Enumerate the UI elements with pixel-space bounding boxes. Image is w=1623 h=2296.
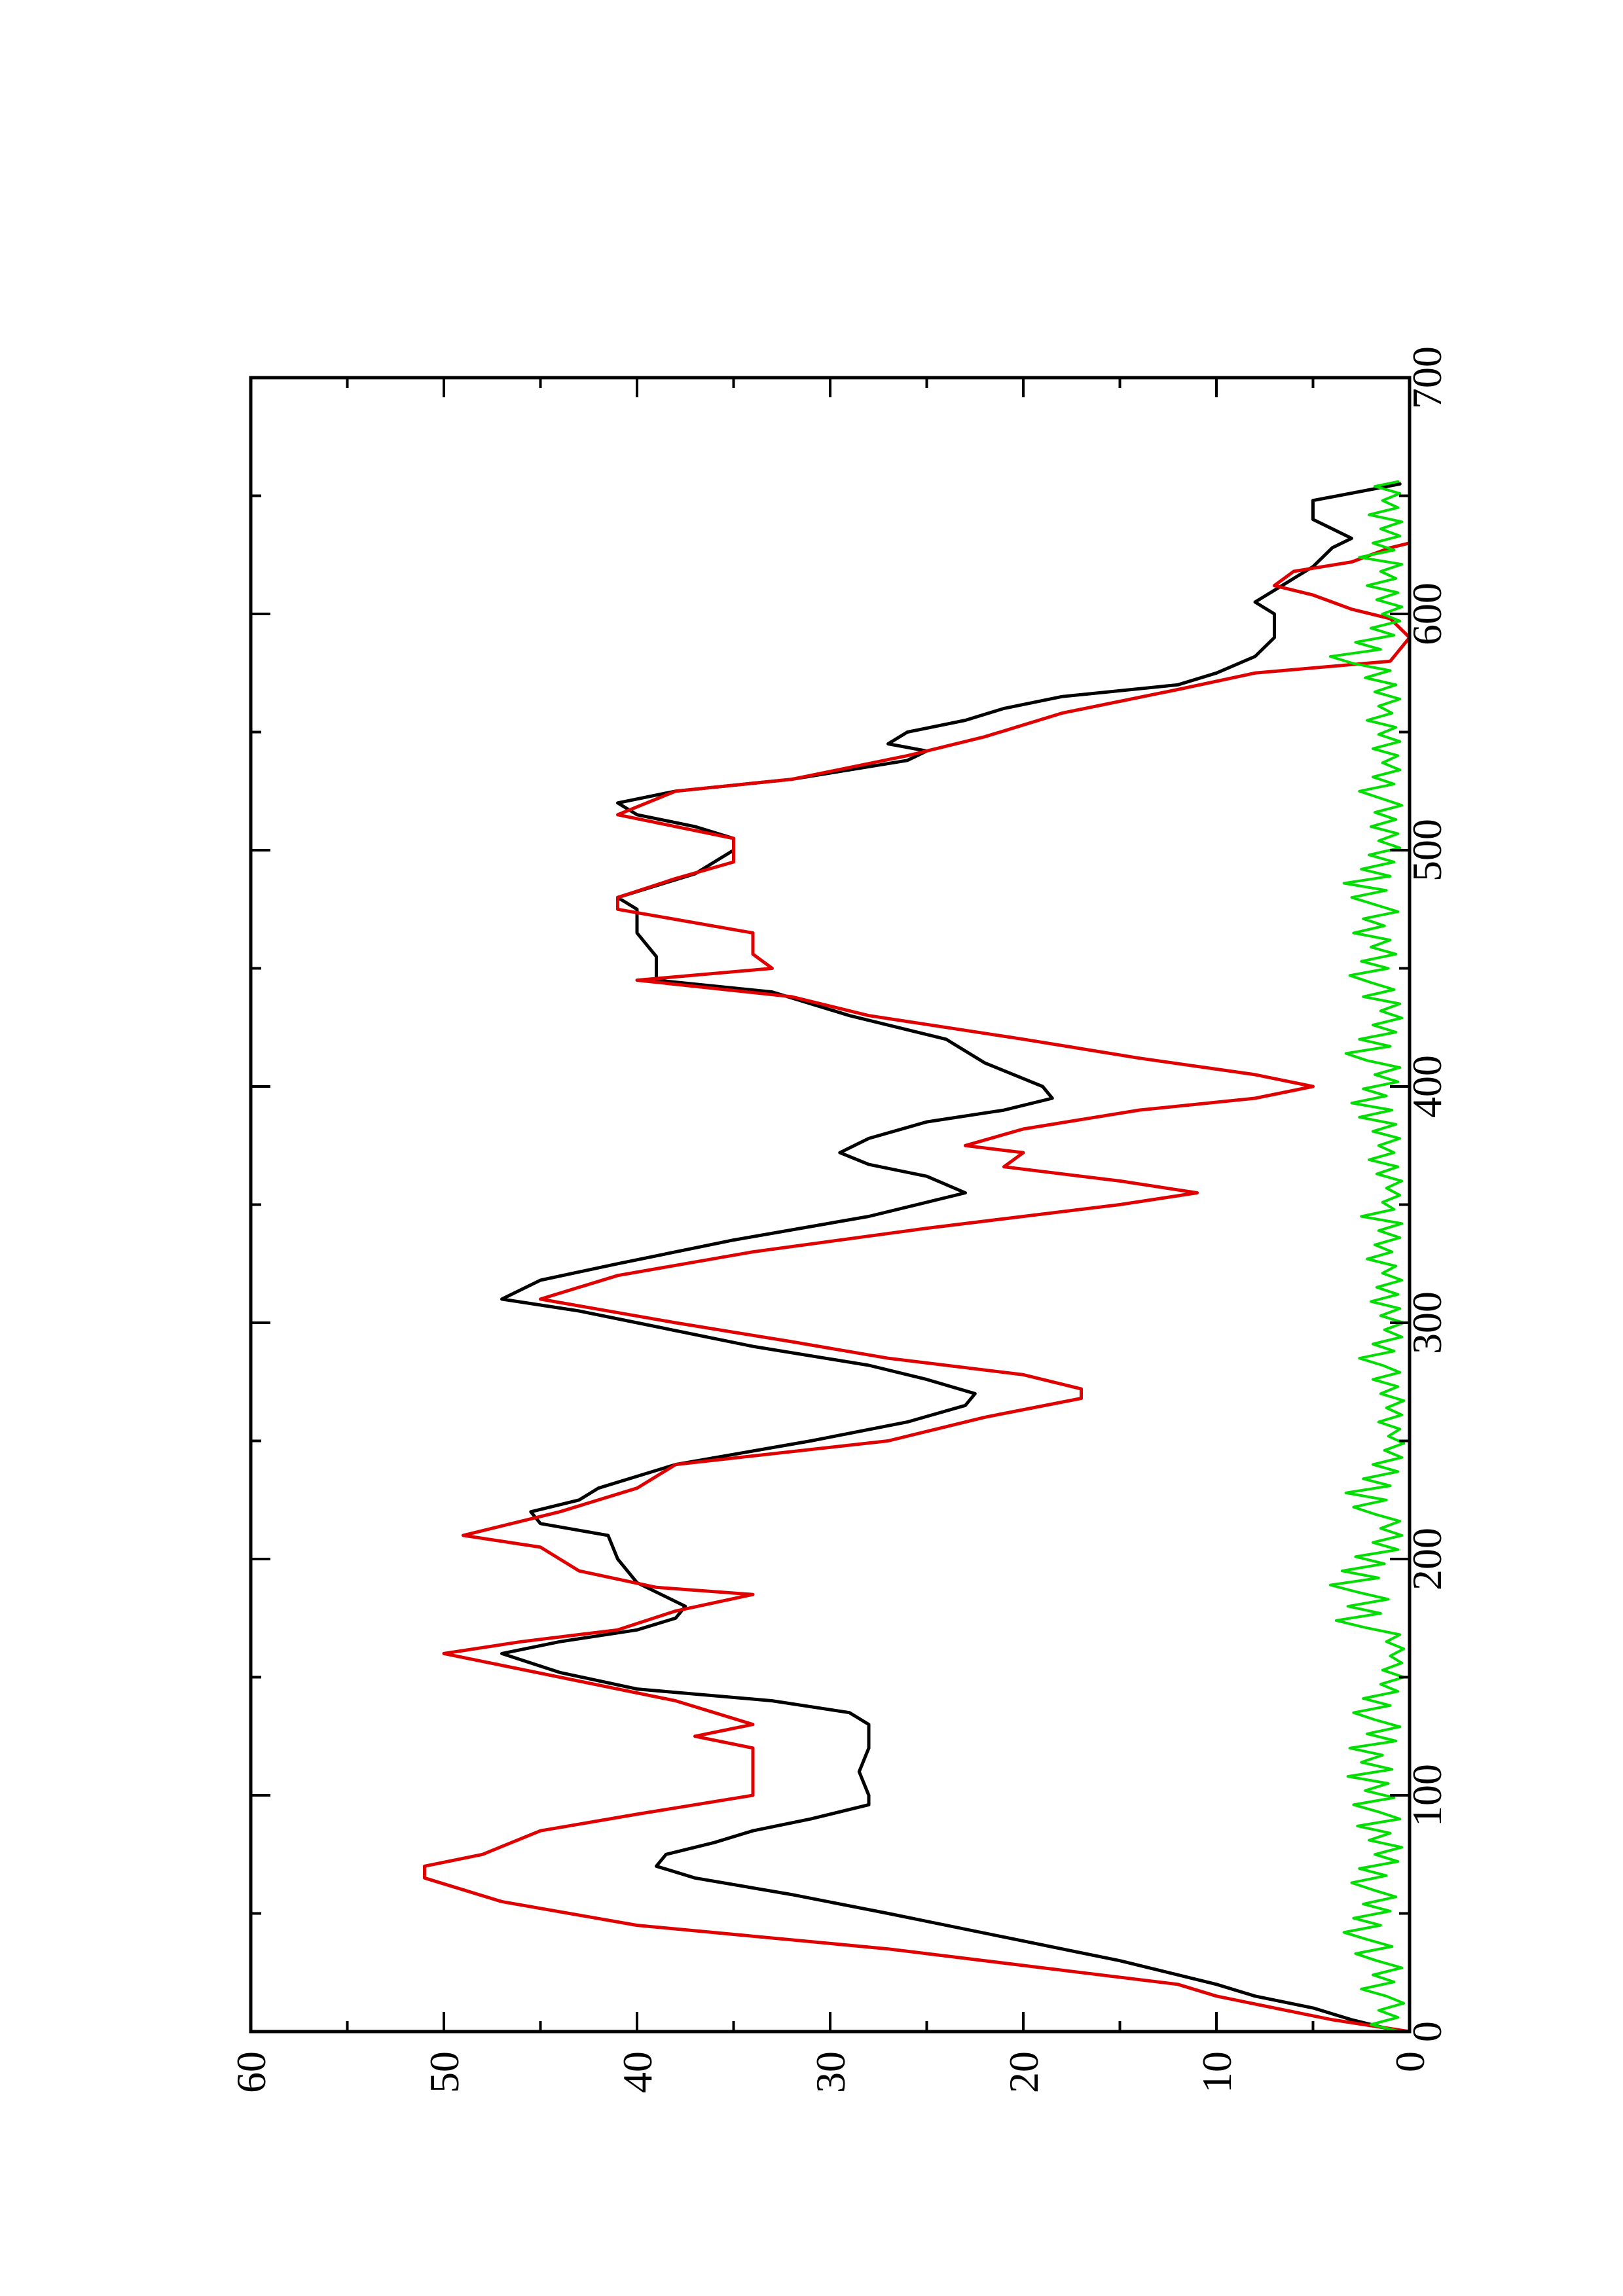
ticks-layer (249, 376, 1411, 2033)
y-tick-label: 60 (228, 2051, 274, 2093)
labels-layer: 0 100 200 300 400 500 600 700 0 10 20 30 40 50 60 (228, 346, 1450, 2093)
y-tick-label: 30 (807, 2051, 854, 2093)
y-tick-label: 40 (614, 2051, 661, 2093)
x-tick-label: 700 (1404, 346, 1450, 409)
y-tick-label: 10 (1194, 2051, 1240, 2093)
y-tick-label: 20 (1000, 2051, 1047, 2093)
series-line-3 (1329, 480, 1406, 2033)
series-line-2 (423, 541, 1412, 2034)
x-tick-label: 400 (1404, 1055, 1450, 1118)
y-tick-label: 0 (1387, 2051, 1433, 2072)
x-tick-label: 600 (1404, 583, 1450, 645)
x-tick-label: 100 (1404, 1764, 1450, 1827)
y-tick-label: 50 (421, 2051, 467, 2093)
x-tick-label: 300 (1404, 1291, 1450, 1354)
series-line-1 (500, 482, 1402, 2034)
x-tick-label: 200 (1404, 1528, 1450, 1590)
series-layer (423, 480, 1412, 2034)
x-tick-label: 0 (1404, 2021, 1450, 2042)
x-tick-label: 500 (1404, 819, 1450, 882)
